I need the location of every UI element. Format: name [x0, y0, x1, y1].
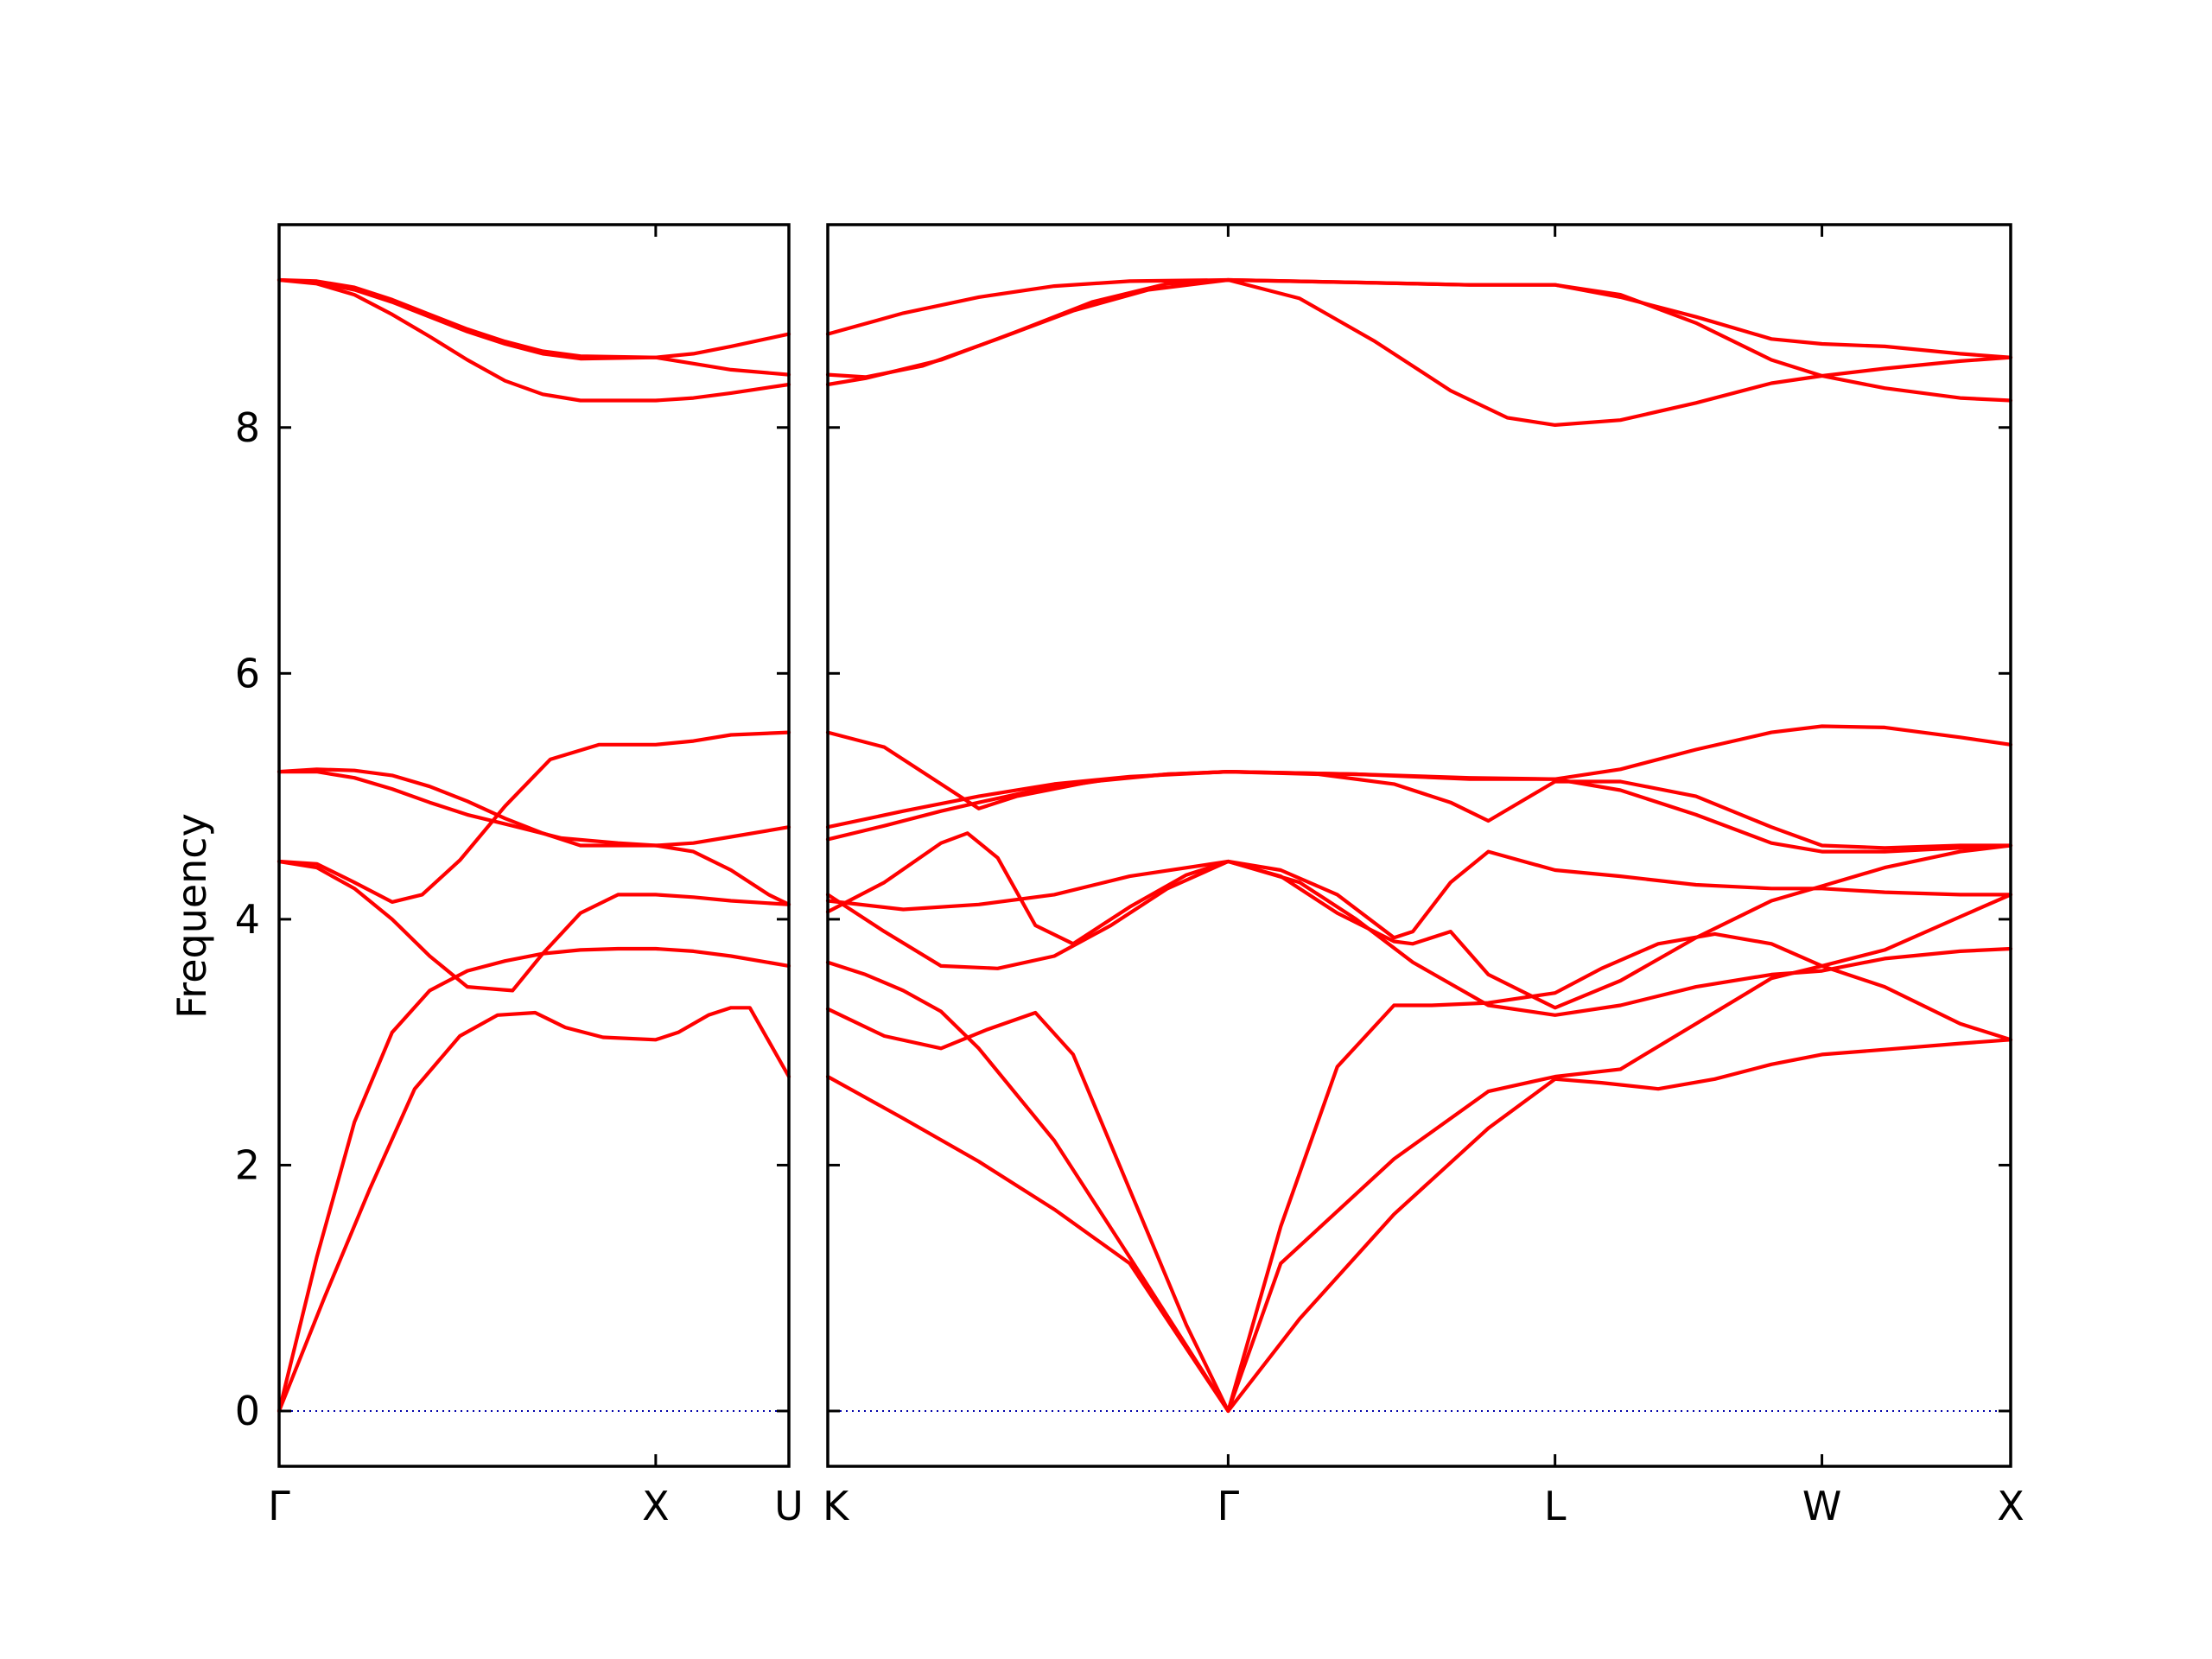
x-tick-label: K — [823, 1483, 850, 1529]
y-tick-label: 4 — [235, 896, 260, 943]
y-tick-label: 2 — [235, 1141, 260, 1188]
band-line-12 — [825, 277, 2013, 359]
y-tick-label: 6 — [235, 650, 260, 696]
band-line-4 — [825, 859, 2013, 1017]
band-line-8 — [825, 770, 2013, 854]
y-axis-label: Frequency — [168, 813, 215, 1019]
plot-frame — [826, 223, 2012, 1468]
x-tick-label: W — [1802, 1483, 1841, 1529]
x-tick-label: L — [1544, 1483, 1567, 1529]
y-tick-label: 8 — [235, 404, 260, 451]
band-line-5 — [825, 831, 2013, 1010]
band-line-3 — [825, 893, 2013, 1414]
y-tick-label: 0 — [235, 1388, 260, 1434]
x-tick-label: X — [1997, 1483, 2024, 1529]
x-tick-label: U — [774, 1483, 804, 1529]
band-line-2 — [276, 946, 791, 1414]
band-line-2 — [825, 931, 2013, 1414]
band-line-1 — [825, 1038, 2013, 1414]
band-line-11 — [825, 277, 2013, 403]
panel-left: 0 2 4 6 8 Γ X U — [235, 223, 804, 1529]
x-tick-label: X — [642, 1483, 670, 1529]
band-line-3 — [276, 859, 791, 993]
band-line-6 — [825, 849, 2013, 940]
x-tick-label: Γ — [1217, 1483, 1240, 1529]
band-line-8 — [276, 277, 791, 377]
plot-frame — [277, 223, 791, 1468]
band-line-9 — [276, 277, 791, 359]
band-line-4 — [276, 730, 791, 904]
band-line-7 — [276, 277, 791, 403]
band-line-6 — [276, 767, 791, 848]
band-line-1 — [276, 1006, 791, 1414]
band-line-7 — [825, 730, 2013, 850]
x-tick-label: Γ — [268, 1483, 290, 1529]
band-line-10 — [825, 277, 2013, 427]
band-line-9 — [825, 724, 2013, 830]
